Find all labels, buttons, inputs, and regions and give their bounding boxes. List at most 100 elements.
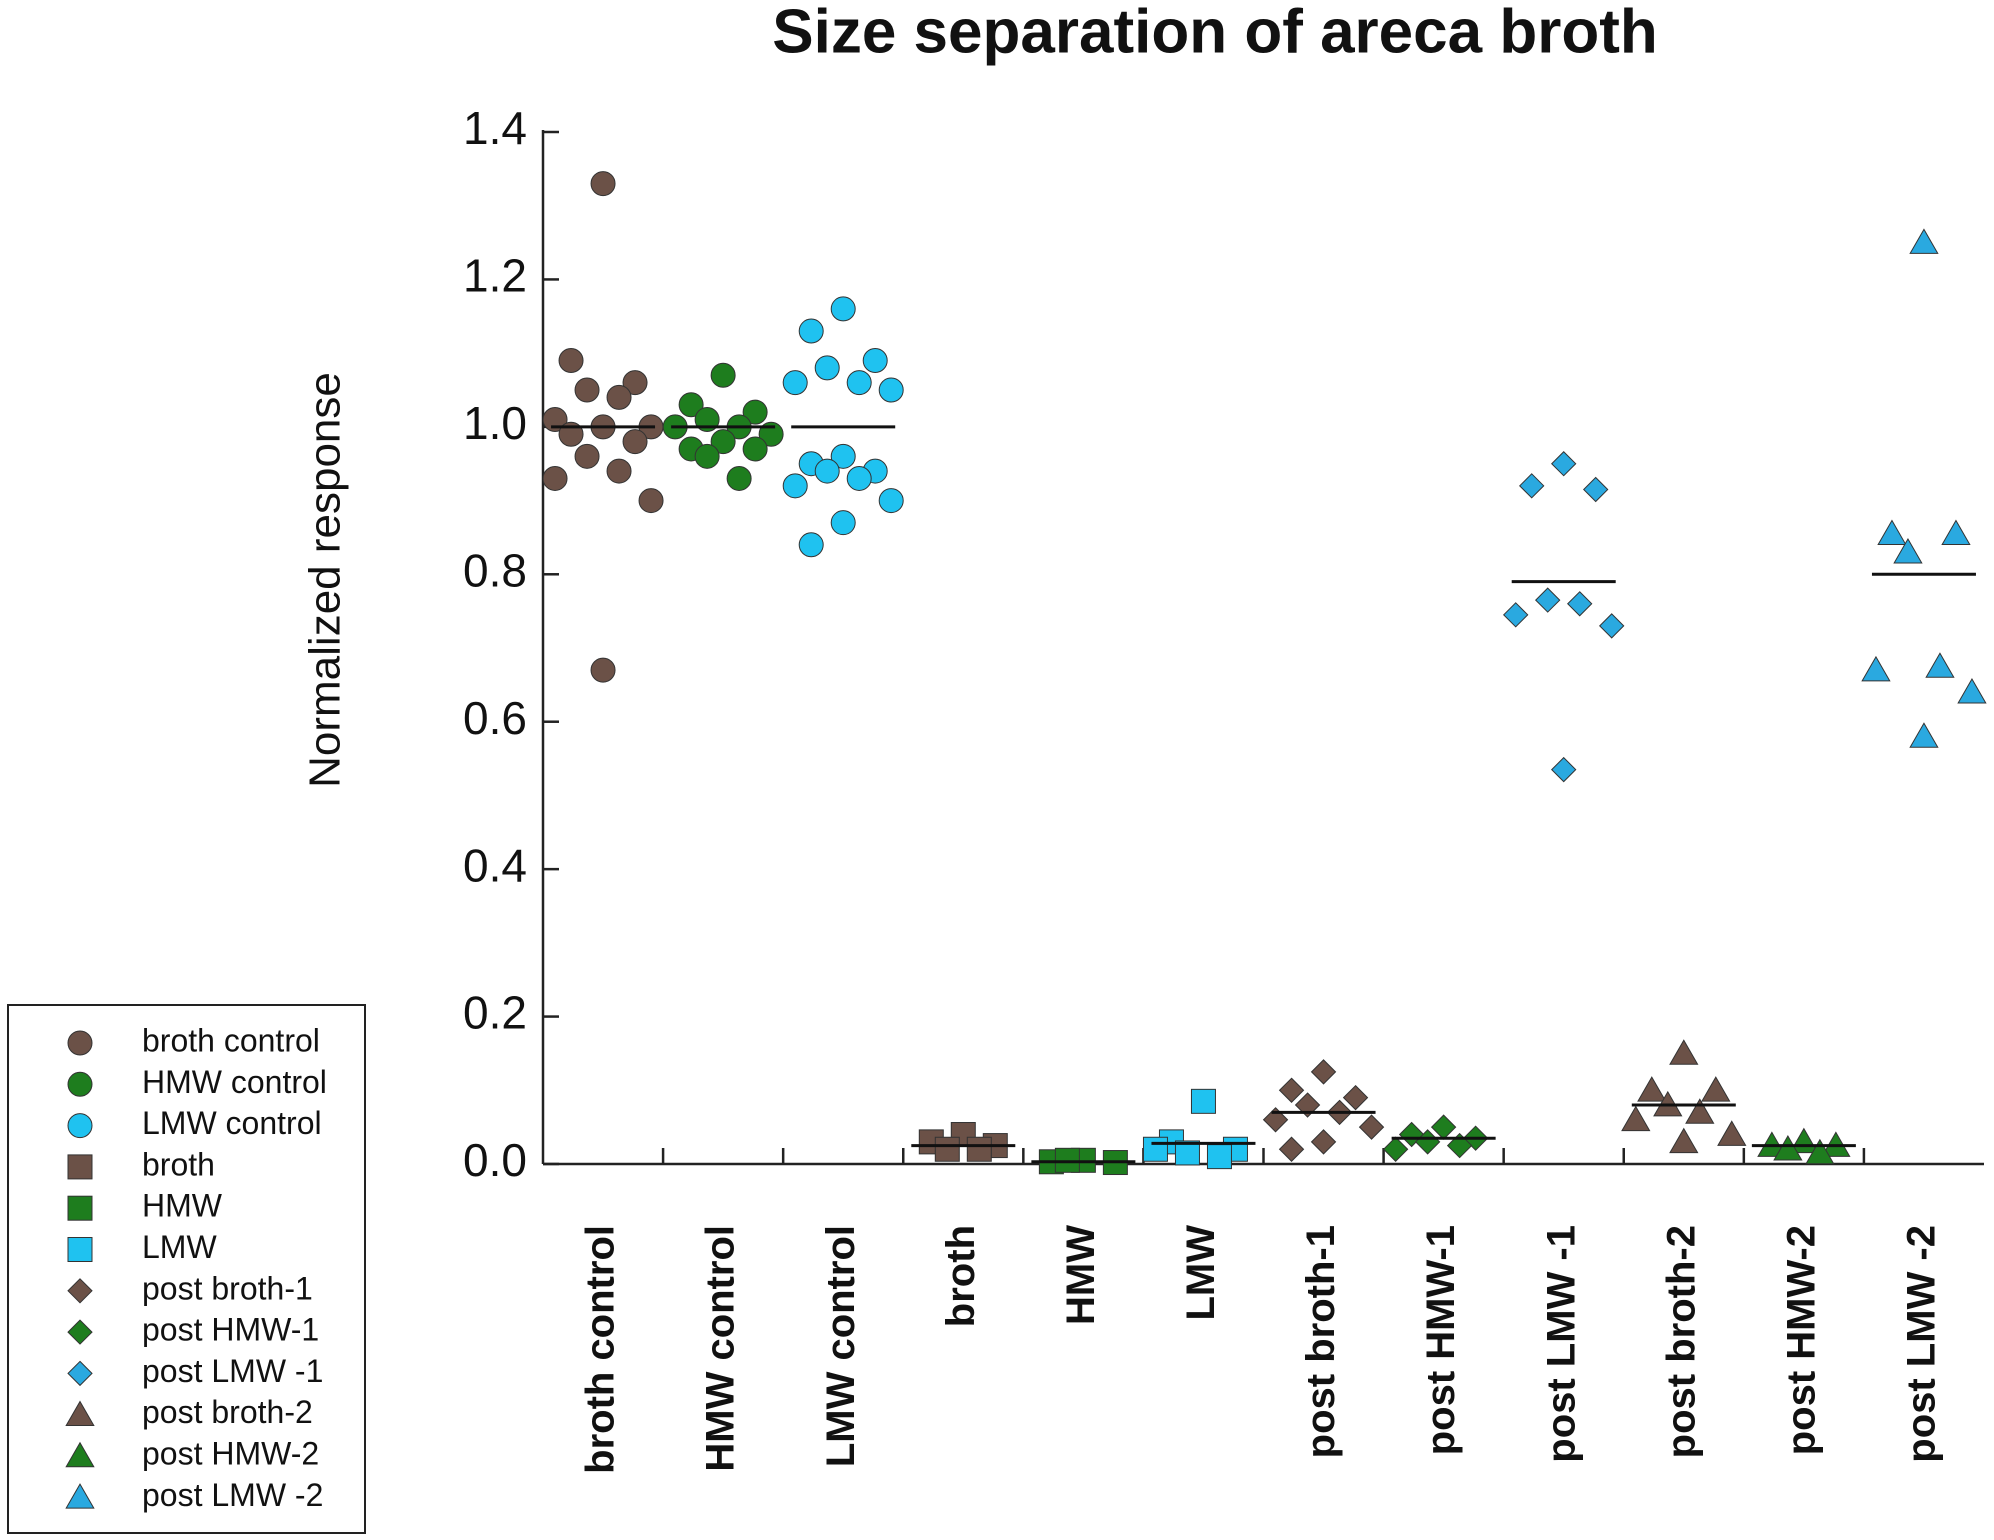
point xyxy=(798,532,824,558)
point xyxy=(590,657,616,683)
legend-label: post LMW -2 xyxy=(142,1477,323,1513)
y-axis-label: Normalized response xyxy=(301,372,350,788)
point xyxy=(574,443,600,469)
point xyxy=(1861,655,1891,682)
point xyxy=(67,1360,93,1387)
point xyxy=(846,370,872,396)
point xyxy=(606,458,632,484)
point xyxy=(710,362,736,388)
point xyxy=(1701,1076,1731,1102)
point xyxy=(606,384,632,410)
point xyxy=(622,370,648,396)
point xyxy=(1310,1129,1337,1155)
point xyxy=(1925,652,1955,678)
point xyxy=(1637,1076,1667,1102)
y-tick-label: 0.4 xyxy=(463,839,527,891)
point xyxy=(558,348,584,374)
point xyxy=(1669,1039,1699,1065)
point xyxy=(590,171,616,197)
legend-label: LMW control xyxy=(142,1105,322,1141)
point xyxy=(1909,722,1939,748)
point xyxy=(1685,1098,1715,1124)
point xyxy=(67,1195,93,1221)
point xyxy=(878,377,904,403)
point xyxy=(67,1237,93,1262)
point xyxy=(542,465,568,491)
point xyxy=(1877,519,1907,546)
point xyxy=(1551,756,1577,783)
point xyxy=(846,465,872,491)
y-tick-label: 0.6 xyxy=(463,692,527,744)
point xyxy=(1174,1140,1200,1166)
legend-label: broth xyxy=(142,1146,215,1182)
point xyxy=(782,370,808,396)
y-tick-label: 0.8 xyxy=(463,544,527,596)
point xyxy=(1583,476,1609,503)
point xyxy=(710,429,736,455)
point xyxy=(934,1136,960,1162)
y-tick-label: 1.0 xyxy=(463,397,527,449)
point xyxy=(1358,1114,1385,1140)
point xyxy=(694,443,720,469)
point xyxy=(1773,1135,1803,1161)
point xyxy=(1941,519,1971,546)
point xyxy=(1278,1136,1305,1162)
x-tick-label: post HMW-2 xyxy=(1779,1225,1823,1455)
y-tick-label: 1.2 xyxy=(463,250,527,302)
x-tick-label: post LMW -1 xyxy=(1539,1225,1583,1463)
point xyxy=(638,488,664,514)
x-tick-label: LMW xyxy=(1179,1225,1223,1321)
x-tick-label: HMW xyxy=(1059,1225,1103,1325)
point xyxy=(67,1030,93,1056)
point xyxy=(1190,1088,1216,1114)
point xyxy=(67,1071,93,1097)
point xyxy=(814,355,840,381)
point xyxy=(830,510,856,536)
point xyxy=(1206,1144,1232,1170)
x-tick-label: post LMW -2 xyxy=(1900,1225,1944,1463)
legend-label: post broth-1 xyxy=(142,1270,313,1306)
x-tick-label: post broth-2 xyxy=(1659,1225,1703,1458)
point xyxy=(622,429,648,455)
point xyxy=(726,465,752,491)
point xyxy=(1142,1136,1168,1162)
point xyxy=(1382,1136,1409,1162)
point xyxy=(1669,1127,1699,1154)
point xyxy=(678,392,704,418)
point xyxy=(1893,537,1923,564)
legend-label: LMW xyxy=(142,1229,217,1265)
point xyxy=(1621,1105,1651,1132)
point xyxy=(830,443,856,469)
point xyxy=(1957,678,1987,704)
chart-title: Size separation of areca broth xyxy=(772,0,1657,66)
point xyxy=(1278,1077,1305,1103)
point xyxy=(1519,473,1545,499)
y-tick-label: 0.0 xyxy=(463,1134,527,1186)
x-tick-label: broth xyxy=(939,1225,983,1327)
point xyxy=(1805,1138,1835,1165)
x-tick-label: post HMW-1 xyxy=(1419,1225,1463,1455)
point xyxy=(862,348,888,374)
point xyxy=(742,436,768,462)
point xyxy=(1567,591,1593,617)
point xyxy=(65,1441,95,1468)
legend-label: post HMW-2 xyxy=(142,1435,319,1471)
y-tick-label: 1.4 xyxy=(463,102,527,154)
point xyxy=(1503,602,1529,628)
point xyxy=(67,1154,93,1180)
point xyxy=(830,296,856,322)
point xyxy=(814,458,840,484)
point xyxy=(1342,1084,1369,1111)
x-tick-label: LMW control xyxy=(819,1225,863,1467)
legend-label: post LMW -1 xyxy=(142,1353,323,1389)
x-tick-label: post broth-1 xyxy=(1299,1225,1343,1458)
point xyxy=(65,1400,95,1426)
point xyxy=(65,1483,95,1509)
point xyxy=(966,1136,992,1162)
point xyxy=(1909,228,1939,254)
point xyxy=(742,399,768,425)
point xyxy=(1551,451,1577,477)
x-tick-label: broth control xyxy=(579,1225,623,1474)
legend-box xyxy=(7,1004,366,1534)
